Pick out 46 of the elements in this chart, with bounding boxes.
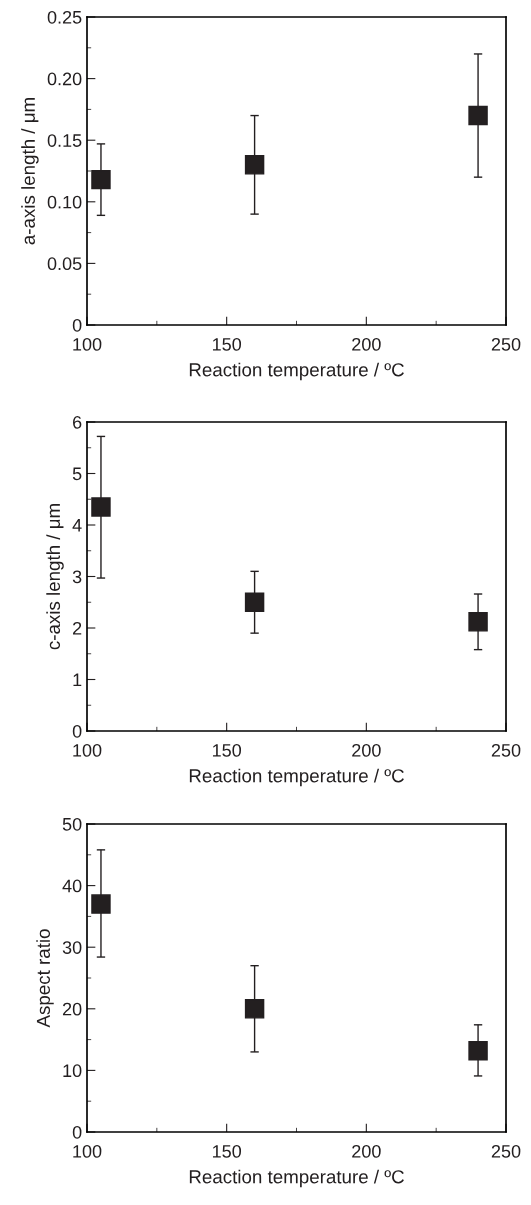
y-tick-label: 0.15	[47, 134, 82, 147]
y-tick-label: 0	[72, 1125, 82, 1139]
point	[91, 894, 111, 914]
x-tick-label: 250	[491, 337, 521, 351]
x-tick-label: 150	[212, 743, 242, 757]
y-tick-label: 0.25	[47, 10, 82, 24]
y-axis-title: Aspect ratio	[36, 929, 54, 1028]
x-tick-label: 250	[491, 743, 521, 757]
y-tick-label: 0.20	[47, 72, 82, 86]
x-tick-label: 200	[352, 337, 381, 351]
x-tick-label: 100	[73, 337, 102, 351]
x-tick-label: 250	[491, 1144, 521, 1158]
y-axis-title: c-axis length / μm	[46, 504, 64, 650]
y-tick-label: 40	[62, 879, 82, 893]
point	[468, 1040, 488, 1061]
x-axis-title: Reaction temperature / ºC	[189, 768, 404, 787]
x-axis-title: Reaction temperature / ºC	[189, 362, 404, 381]
y-tick-label: 1	[73, 673, 82, 687]
y-tick-label: 5	[72, 467, 82, 481]
point	[91, 497, 111, 517]
y-tick-label: 0	[72, 318, 82, 332]
point	[468, 105, 488, 126]
x-tick-label: 150	[212, 1144, 242, 1158]
y-tick-label: 0	[72, 724, 82, 738]
point	[244, 155, 265, 175]
point	[244, 999, 265, 1019]
y-tick-label: 3	[72, 570, 82, 584]
point	[468, 612, 488, 632]
x-tick-label: 100	[73, 1144, 102, 1158]
x-tick-label: 150	[212, 337, 242, 351]
y-tick-label: 0.05	[47, 257, 82, 271]
y-tick-label: 20	[62, 1002, 82, 1016]
y-tick-label: 30	[62, 941, 82, 954]
y-tick-label: 2	[73, 621, 82, 635]
y-tick-label: 4	[72, 519, 82, 532]
y-tick-label: 0.10	[47, 195, 82, 209]
x-tick-label: 100	[73, 743, 102, 757]
x-tick-label: 200	[352, 743, 381, 757]
x-axis-title: Reaction temperature / ºC	[189, 1169, 404, 1188]
point	[244, 592, 265, 612]
y-tick-label: 10	[63, 1064, 82, 1078]
y-tick-label: 6	[73, 415, 82, 429]
x-tick-label: 200	[352, 1144, 381, 1158]
point	[91, 169, 111, 190]
y-axis-title: a-axis length / μm	[21, 98, 39, 245]
y-tick-label: 50	[62, 817, 82, 831]
